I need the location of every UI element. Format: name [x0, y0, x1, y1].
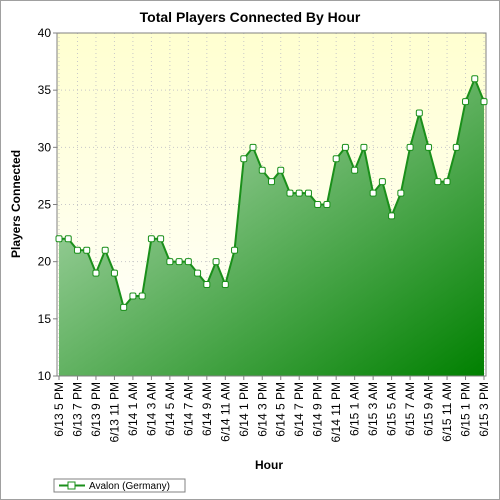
legend: Avalon (Germany)	[53, 478, 186, 493]
data-point	[147, 235, 155, 243]
x-tick-label: 6/14 5 PM	[274, 382, 288, 437]
data-point	[452, 143, 460, 151]
data-point	[471, 75, 479, 83]
x-tick-label: 6/15 1 PM	[459, 382, 473, 437]
y-tick-label: 15	[38, 312, 52, 326]
data-point	[434, 178, 442, 186]
data-point	[425, 143, 433, 151]
y-tick-label: 10	[38, 369, 52, 383]
x-tick-label: 6/15 11 AM	[440, 382, 454, 442]
data-point	[388, 212, 396, 220]
data-point	[55, 235, 63, 243]
data-point	[212, 258, 220, 266]
y-tick-label: 30	[38, 140, 52, 154]
data-point	[406, 143, 414, 151]
data-point	[221, 281, 229, 289]
x-tick-label: 6/14 1 PM	[237, 382, 251, 437]
data-point	[351, 166, 359, 174]
x-axis: 6/13 5 PM 6/13 7 PM 6/13 9 PM 6/13 11 PM 6/1…	[52, 376, 491, 442]
data-point	[203, 281, 211, 289]
data-point	[341, 143, 349, 151]
data-point	[295, 189, 303, 197]
y-tick-label: 25	[38, 198, 52, 212]
x-tick-label: 6/15 3 PM	[477, 382, 491, 437]
x-tick-label: 6/15 5 AM	[385, 382, 399, 436]
data-point	[378, 178, 386, 186]
data-point	[480, 98, 488, 106]
x-tick-label: 6/15 3 AM	[366, 382, 380, 436]
data-point	[120, 303, 128, 311]
series-area	[59, 78, 484, 376]
x-tick-label: 6/15 7 AM	[403, 382, 417, 436]
data-point	[332, 155, 340, 163]
x-tick-label: 6/13 5 PM	[52, 382, 66, 437]
data-point	[175, 258, 183, 266]
x-axis-title: Hour	[255, 458, 283, 472]
x-tick-label: 6/15 1 AM	[348, 382, 362, 436]
data-point	[360, 143, 368, 151]
x-tick-label: 6/14 5 AM	[163, 382, 177, 436]
y-axis: 10 15 20 25 30 35 40	[38, 26, 57, 383]
data-point	[73, 246, 81, 254]
x-tick-label: 6/14 3 PM	[255, 382, 269, 437]
data-point	[443, 178, 451, 186]
x-tick-label: 6/15 9 AM	[422, 382, 436, 436]
data-point	[314, 201, 322, 208]
y-axis-title: Players Connected	[9, 150, 23, 258]
x-tick-label: 6/13 7 PM	[70, 382, 84, 437]
x-tick-label: 6/13 9 PM	[89, 382, 103, 437]
y-tick-label: 20	[38, 255, 52, 269]
chart-title: Total Players Connected By Hour	[140, 9, 361, 25]
data-point	[83, 246, 91, 254]
data-point	[304, 189, 312, 197]
data-point	[157, 235, 165, 243]
series-markers	[55, 75, 488, 311]
data-point	[415, 109, 423, 117]
legend-marker-icon	[67, 481, 76, 490]
data-point	[268, 178, 275, 186]
legend-label: Avalon (Germany)	[89, 481, 170, 492]
x-tick-label: 6/14 3 AM	[144, 382, 158, 436]
data-point	[184, 258, 192, 266]
data-point	[92, 269, 100, 277]
data-point	[194, 269, 202, 277]
data-point	[323, 201, 331, 208]
data-point	[129, 292, 137, 300]
data-point	[138, 292, 146, 300]
x-tick-label: 6/14 9 PM	[311, 382, 325, 437]
data-point	[397, 189, 405, 197]
x-tick-label: 6/13 11 PM	[107, 382, 121, 442]
data-point	[240, 155, 248, 163]
data-point	[258, 166, 266, 174]
data-point	[64, 235, 72, 243]
data-point	[231, 246, 239, 254]
data-point	[166, 258, 174, 266]
data-point	[369, 189, 377, 197]
y-tick-label: 40	[38, 26, 52, 40]
x-tick-label: 6/14 11 PM	[329, 382, 343, 442]
data-point	[277, 166, 285, 174]
data-point	[286, 189, 294, 197]
data-point	[249, 143, 257, 151]
x-tick-label: 6/14 11 AM	[218, 382, 232, 442]
data-point	[101, 246, 109, 254]
x-tick-label: 6/14 7 AM	[181, 382, 195, 436]
y-tick-label: 35	[38, 83, 52, 97]
x-tick-label: 6/14 7 PM	[292, 382, 306, 437]
data-point	[110, 269, 118, 277]
x-tick-label: 6/14 1 AM	[126, 382, 140, 436]
x-tick-label: 6/14 9 AM	[200, 382, 214, 436]
data-point	[462, 98, 470, 106]
legend-box	[53, 478, 186, 493]
